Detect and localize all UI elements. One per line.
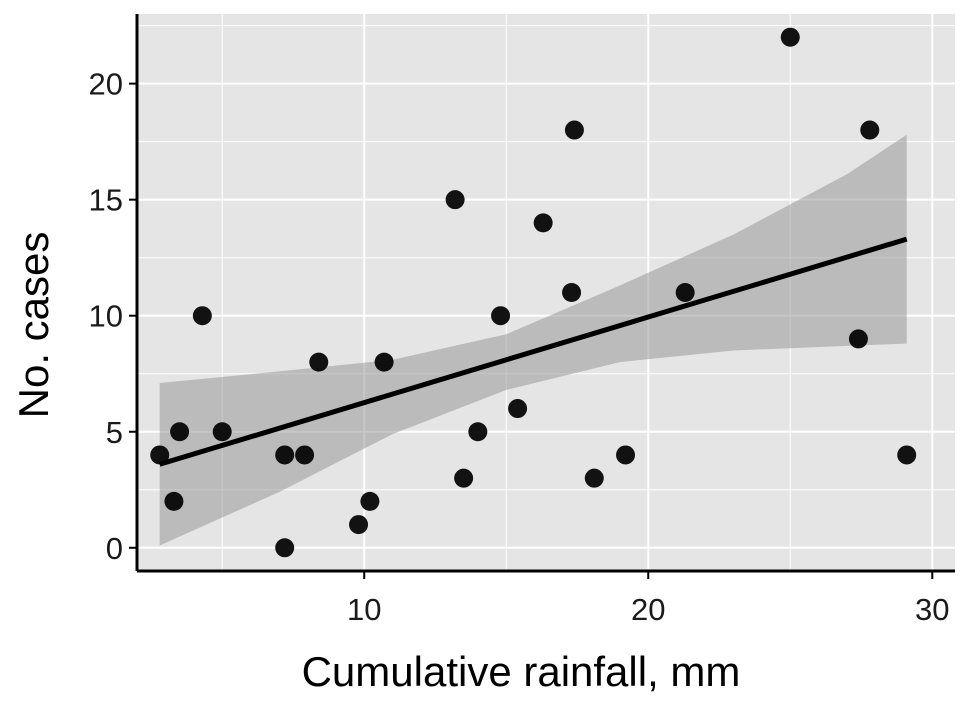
data-point xyxy=(780,27,800,47)
data-point xyxy=(491,306,511,326)
data-point xyxy=(564,120,584,140)
y-tick-label: 5 xyxy=(106,415,123,450)
data-point xyxy=(508,399,528,419)
trend-line-group xyxy=(159,236,908,467)
data-point xyxy=(848,329,868,349)
y-tick-label: 10 xyxy=(89,299,123,334)
y-axis-title: No. cases xyxy=(10,232,57,419)
data-point xyxy=(170,422,190,442)
x-tick-label: 30 xyxy=(915,592,949,627)
y-tick-label: 0 xyxy=(106,531,123,566)
data-point xyxy=(562,283,582,302)
data-point xyxy=(468,422,488,442)
data-point xyxy=(275,445,295,465)
confidence-band-group xyxy=(159,134,907,546)
data-point xyxy=(860,120,880,140)
x-tick-label: 10 xyxy=(347,592,381,627)
data-point xyxy=(584,468,604,488)
data-point xyxy=(616,445,636,465)
data-point xyxy=(533,213,553,233)
trend-line xyxy=(159,236,908,467)
data-point xyxy=(212,422,232,442)
data-point xyxy=(445,190,465,210)
data-point xyxy=(164,491,184,511)
data-point xyxy=(295,445,315,465)
x-tick-label: 20 xyxy=(631,592,665,627)
y-tick-label: 15 xyxy=(89,183,123,218)
data-point xyxy=(275,538,295,558)
data-point xyxy=(150,445,170,465)
x-axis-title: Cumulative rainfall, mm xyxy=(302,648,741,695)
data-point xyxy=(374,352,394,372)
data-point xyxy=(675,283,695,302)
data-point xyxy=(349,515,369,535)
data-point xyxy=(454,468,474,488)
data-point xyxy=(360,491,380,511)
x-axis-ticks: 10 20 30 xyxy=(347,571,950,627)
data-point xyxy=(192,306,212,326)
data-point xyxy=(897,445,917,465)
y-tick-label: 20 xyxy=(89,67,123,102)
data-points xyxy=(150,27,917,558)
y-axis-ticks: 0 5 10 15 20 xyxy=(89,67,137,566)
confidence-band xyxy=(159,134,907,546)
data-point xyxy=(309,352,329,372)
